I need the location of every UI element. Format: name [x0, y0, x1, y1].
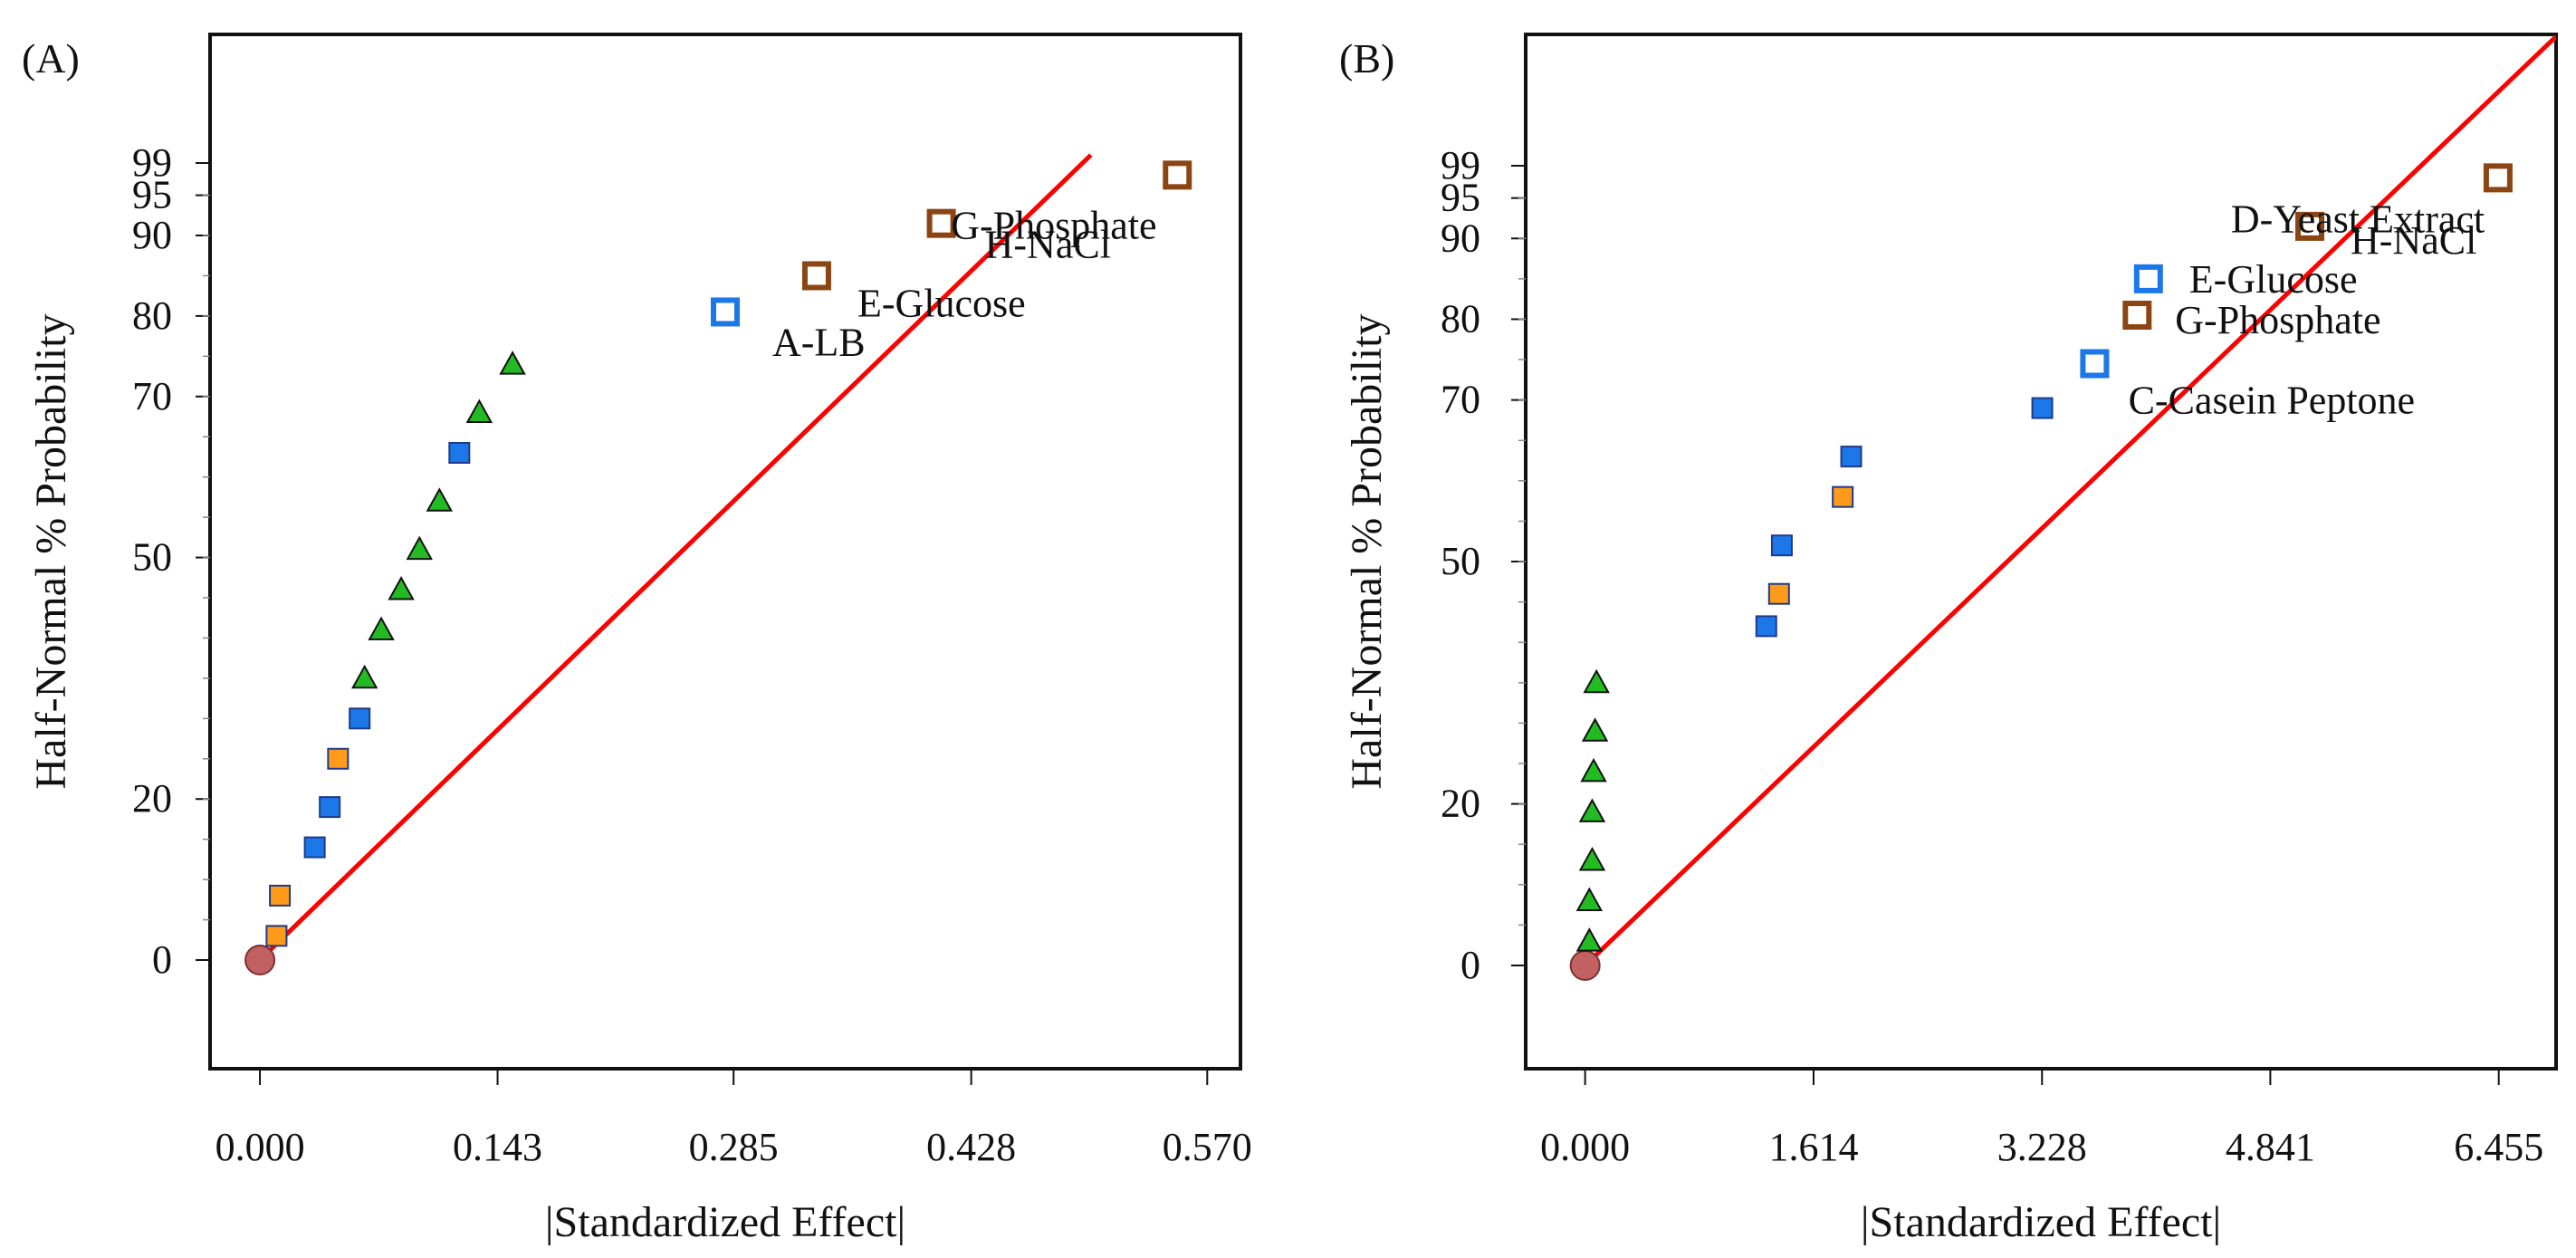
data-point-square [1832, 485, 1854, 508]
x-tick-label: 0.143 [453, 1125, 542, 1169]
reference-line [258, 153, 1093, 962]
y-tick-label: 0 [1460, 943, 1480, 987]
data-point-triangle [465, 399, 493, 423]
data-point-square [2031, 397, 2054, 419]
y-tick-label: 50 [1441, 539, 1480, 583]
data-point-circle [1569, 950, 1601, 981]
y-tick-label: 70 [1441, 378, 1480, 422]
data-point-square [1767, 582, 1790, 605]
x-tick-label: 3.228 [1997, 1125, 2087, 1169]
panel-label-a: (A) [22, 35, 80, 82]
data-point-square [1770, 534, 1793, 557]
y-tick-label: 20 [132, 776, 172, 821]
data-point-square [448, 442, 471, 464]
y-tick-label: 95 [1441, 176, 1480, 220]
panel-label-b: (B) [1339, 35, 1395, 82]
point-label: E-Glucose [2189, 257, 2358, 302]
x-tick-label: 0.000 [1540, 1125, 1630, 1169]
data-point-open-square [801, 261, 831, 291]
data-point-triangle [1581, 717, 1609, 742]
y-axis-title: Half-Normal % Probability [1343, 313, 1391, 789]
x-tick-label: 0.285 [689, 1125, 779, 1169]
x-tick-label: 0.000 [215, 1125, 305, 1169]
data-point-triangle [1578, 846, 1606, 871]
y-tick-label: 99 [1441, 143, 1480, 187]
data-point-square [1755, 615, 1777, 638]
y-tick-label: 50 [132, 535, 172, 580]
point-label: H-NaCl [985, 223, 1111, 267]
point-label: D-Yeast Extract [2231, 197, 2485, 241]
x-tick-label: 0.570 [1163, 1125, 1252, 1169]
data-point-circle [244, 945, 276, 975]
point-label: G-Phosphate [951, 203, 1156, 247]
data-point-triangle [388, 576, 415, 600]
x-tick-label: 1.614 [1768, 1125, 1858, 1169]
y-tick-label: 0 [152, 937, 172, 982]
y-tick-label: 80 [1441, 296, 1480, 341]
data-point-triangle [1575, 927, 1604, 952]
y-tick-label: 90 [1441, 216, 1480, 260]
y-tick-label: 80 [132, 293, 172, 338]
data-point-triangle [406, 535, 433, 561]
data-point-triangle [426, 487, 453, 512]
data-point-triangle [1580, 757, 1607, 783]
data-point-square [349, 707, 371, 730]
reference-line [1583, 34, 2556, 967]
point-label: A-LB [772, 320, 866, 364]
data-point-triangle [368, 616, 395, 640]
data-point-triangle [1575, 887, 1604, 912]
data-point-square [265, 925, 288, 947]
data-point-open-square [2295, 211, 2325, 241]
y-tick-label: 99 [132, 140, 172, 185]
data-point-square [269, 884, 292, 907]
y-axis-title: Half-Normal % Probability [27, 313, 75, 789]
data-point-triangle [499, 351, 526, 375]
y-tick-label: 20 [1441, 782, 1480, 826]
x-tick-label: 6.455 [2454, 1125, 2543, 1169]
y-tick-label: 90 [132, 213, 172, 257]
data-point-open-square [2133, 264, 2163, 293]
x-axis-title: |Standardized Effect| [1861, 1198, 2221, 1246]
data-point-square [303, 836, 326, 859]
data-point-square [327, 747, 350, 770]
data-point-square [1840, 446, 1863, 468]
x-tick-label: 4.841 [2226, 1125, 2315, 1169]
y-tick-label: 70 [132, 374, 172, 418]
data-point-triangle [1583, 668, 1610, 694]
data-point-open-square [2122, 301, 2152, 331]
data-point-square [319, 796, 341, 819]
x-axis-title: |Standardized Effect| [545, 1198, 905, 1246]
point-label: G-Phosphate [2175, 298, 2380, 342]
plot-frame [208, 33, 1242, 1071]
plot-frame [1524, 33, 2558, 1071]
data-point-open-square [926, 208, 956, 238]
data-point-open-square [2080, 349, 2110, 379]
data-point-triangle [1578, 798, 1606, 822]
data-point-open-square [1163, 160, 1192, 190]
y-tick-label: 95 [132, 173, 172, 217]
data-point-open-square [2483, 163, 2513, 193]
x-tick-label: 0.428 [926, 1125, 1016, 1169]
data-point-triangle [351, 664, 378, 689]
point-label: C-Casein Peptone [2129, 379, 2416, 423]
point-label: H-NaCl [2351, 218, 2476, 263]
point-label: E-Glucose [857, 281, 1026, 325]
data-point-open-square [711, 297, 740, 327]
